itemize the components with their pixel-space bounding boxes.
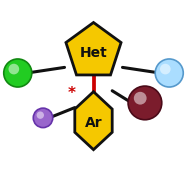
Text: Het: Het	[80, 46, 107, 60]
Circle shape	[4, 59, 32, 87]
Text: Ar: Ar	[85, 115, 102, 129]
Circle shape	[128, 86, 162, 120]
Polygon shape	[75, 92, 112, 150]
Polygon shape	[66, 22, 121, 75]
Circle shape	[155, 59, 183, 87]
Circle shape	[9, 64, 19, 74]
Circle shape	[160, 64, 171, 74]
Circle shape	[134, 92, 147, 105]
Circle shape	[37, 112, 44, 119]
Text: *: *	[68, 86, 76, 101]
Circle shape	[33, 108, 53, 128]
